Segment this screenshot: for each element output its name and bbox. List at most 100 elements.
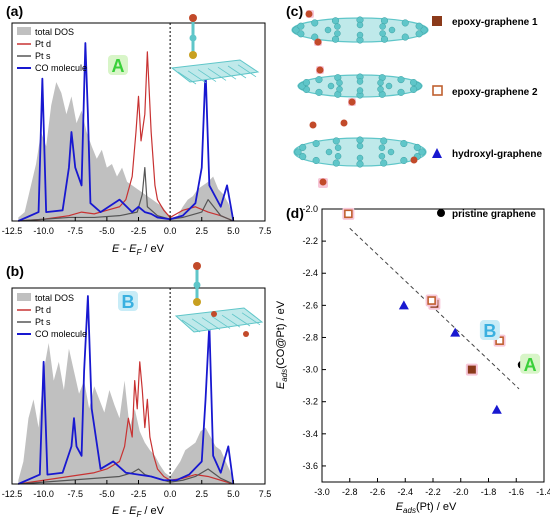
series-co-molecule-line-a bbox=[17, 42, 235, 222]
x-tick-label: -2.0 bbox=[453, 487, 469, 497]
y-tick-label: -2.2 bbox=[302, 236, 318, 246]
panel-d-x-axis-label: Eads(Pt) / eV bbox=[396, 501, 457, 515]
x-tick-label: 0.0 bbox=[164, 489, 177, 499]
marker-hydroxyl-graphene bbox=[432, 148, 442, 158]
label-epoxy-graphene-1: epoxy-graphene 1 bbox=[452, 17, 538, 28]
annotation-b: B bbox=[483, 321, 496, 341]
panel-a-plot-area bbox=[17, 23, 235, 222]
panel-a: (a) -12.5 -10.0 -7.5 -5.0 -2.5 0.0 2.5 5.0 7.5 E… bbox=[2, 3, 272, 257]
legend-marker-pristine bbox=[437, 209, 445, 217]
system-a-label: A bbox=[112, 56, 125, 76]
label-hydroxyl-graphene: hydroxyl-graphene bbox=[452, 149, 542, 160]
panel-c: (c) epoxy-graphene 1 epoxy-graphene 2 bbox=[286, 3, 542, 188]
x-tick-label: -1.8 bbox=[481, 487, 497, 497]
x-tick-label: -2.5 bbox=[131, 489, 147, 499]
x-tick-label: -7.5 bbox=[67, 226, 83, 236]
x-tick-label: -12.5 bbox=[2, 226, 23, 236]
panel-b-x-axis-label: E - EF / eV bbox=[112, 505, 165, 519]
legend-swatch-total-dos bbox=[17, 27, 31, 35]
y-tick-label: -2.0 bbox=[302, 204, 318, 214]
panel-d-ticks: -3.0 -2.8 -2.6 -2.4 -2.2 -2.0 -1.8 -1.6 -1.4 -2.0… bbox=[302, 204, 550, 497]
x-tick-label: 5.0 bbox=[227, 489, 240, 499]
hydroxyl-graphene-structure bbox=[293, 119, 427, 188]
epoxy-graphene-1-structure bbox=[291, 10, 429, 46]
series-total-dos-area-b bbox=[18, 343, 234, 484]
x-tick-label: -3.0 bbox=[314, 487, 330, 497]
series-co-molecule-line-b bbox=[17, 295, 235, 485]
pristine-pt-co-structure bbox=[170, 14, 260, 85]
panel-a-x-axis-label: E - EF / eV bbox=[112, 243, 165, 257]
point-hydroxyl-graphene bbox=[398, 300, 409, 310]
y-tick-label: -2.4 bbox=[302, 268, 318, 278]
trend-line bbox=[349, 227, 520, 390]
x-tick-label: -5.0 bbox=[99, 226, 115, 236]
legend-label-total-dos: total DOS bbox=[35, 27, 74, 37]
legend-label-co: CO molecule bbox=[35, 63, 87, 73]
x-tick-label: -2.2 bbox=[425, 487, 441, 497]
series-total-dos-area-a bbox=[18, 82, 234, 221]
x-tick-label: -1.6 bbox=[508, 487, 524, 497]
x-tick-label: -2.6 bbox=[370, 487, 386, 497]
legend-b-label-co: CO molecule bbox=[35, 329, 87, 339]
x-tick-label: -2.4 bbox=[397, 487, 413, 497]
panel-d: (d) -3.0 -2.8 -2.6 -2.4 -2.2 -2.0 -1.8 -1.6 -1.4… bbox=[275, 204, 550, 515]
series-pt-d-line-a bbox=[18, 51, 234, 222]
label-epoxy-graphene-2: epoxy-graphene 2 bbox=[452, 87, 538, 98]
panel-b-legend: total DOS Pt d Pt s CO molecule bbox=[17, 293, 87, 339]
panel-c-label: (c) bbox=[286, 3, 303, 19]
legend-label-pt-d: Pt d bbox=[35, 39, 51, 49]
y-tick-label: -3.2 bbox=[302, 397, 318, 407]
x-tick-label: 5.0 bbox=[227, 226, 240, 236]
point-epoxy-graphene-2 bbox=[427, 296, 436, 305]
legend-label-pt-s: Pt s bbox=[35, 51, 51, 61]
x-tick-label: 7.5 bbox=[259, 489, 272, 499]
legend-b-label-pt-s: Pt s bbox=[35, 317, 51, 327]
panel-a-legend: total DOS Pt d Pt s CO molecule bbox=[17, 27, 87, 73]
panel-a-x-ticks: -12.5 -10.0 -7.5 -5.0 -2.5 0.0 2.5 5.0 7.5 bbox=[2, 217, 272, 236]
system-b-label: B bbox=[122, 292, 135, 312]
legend-b-label-total-dos: total DOS bbox=[35, 293, 74, 303]
x-tick-label: -2.5 bbox=[131, 226, 147, 236]
x-tick-label: -1.4 bbox=[536, 487, 550, 497]
x-tick-label: 0.0 bbox=[164, 226, 177, 236]
series-pt-s-line-a bbox=[18, 167, 234, 222]
annotation-a: A bbox=[524, 355, 537, 375]
y-tick-label: -3.6 bbox=[302, 461, 318, 471]
panel-d-label: (d) bbox=[286, 205, 304, 221]
annotation-a-highlight bbox=[520, 353, 541, 374]
x-tick-label: -10.0 bbox=[33, 226, 54, 236]
x-tick-label: -2.8 bbox=[342, 487, 358, 497]
point-hydroxyl-graphene bbox=[491, 404, 502, 414]
legend-b-swatch-total-dos bbox=[17, 293, 31, 301]
y-tick-label: -2.6 bbox=[302, 300, 318, 310]
system-b-highlight bbox=[118, 291, 138, 311]
panel-b-label: (b) bbox=[6, 263, 24, 279]
x-tick-label: -7.5 bbox=[67, 489, 83, 499]
legend-b-label-pt-d: Pt d bbox=[35, 305, 51, 315]
x-tick-label: 2.5 bbox=[195, 489, 208, 499]
annotation-b-highlight bbox=[479, 320, 500, 341]
point-epoxy-graphene-2 bbox=[344, 209, 353, 219]
point-epoxy-graphene-1 bbox=[467, 365, 476, 374]
panel-d-frame bbox=[321, 208, 545, 483]
panel-b-x-ticks: -12.5 -10.0 -7.5 -5.0 -2.5 0.0 2.5 5.0 7.5 bbox=[2, 480, 272, 499]
epoxy-graphene-2-structure bbox=[297, 66, 423, 106]
marker-epoxy-graphene-2 bbox=[432, 85, 443, 96]
legend-label-pristine: pristine graphene bbox=[452, 209, 536, 220]
panel-d-y-axis-label: Eads(CO@Pt) / eV bbox=[275, 300, 289, 389]
panel-d-marks: AB bbox=[342, 207, 541, 414]
marker-epoxy-graphene-1 bbox=[432, 16, 442, 26]
x-tick-label: -5.0 bbox=[99, 489, 115, 499]
series-pt-s-line-b bbox=[18, 468, 234, 485]
system-a-highlight bbox=[108, 55, 128, 75]
x-tick-label: 2.5 bbox=[195, 226, 208, 236]
point-hydroxyl-graphene bbox=[450, 327, 461, 337]
panel-b: (b) -12.5 -10.0 -7.5 -5.0 -2.5 0.0 2.5 5.0 7.5 E… bbox=[2, 262, 272, 519]
x-tick-label: -12.5 bbox=[2, 489, 23, 499]
panel-a-label: (a) bbox=[6, 3, 23, 19]
x-tick-label: 7.5 bbox=[259, 226, 272, 236]
x-tick-label: -10.0 bbox=[33, 489, 54, 499]
panel-b-plot-area bbox=[17, 288, 235, 485]
